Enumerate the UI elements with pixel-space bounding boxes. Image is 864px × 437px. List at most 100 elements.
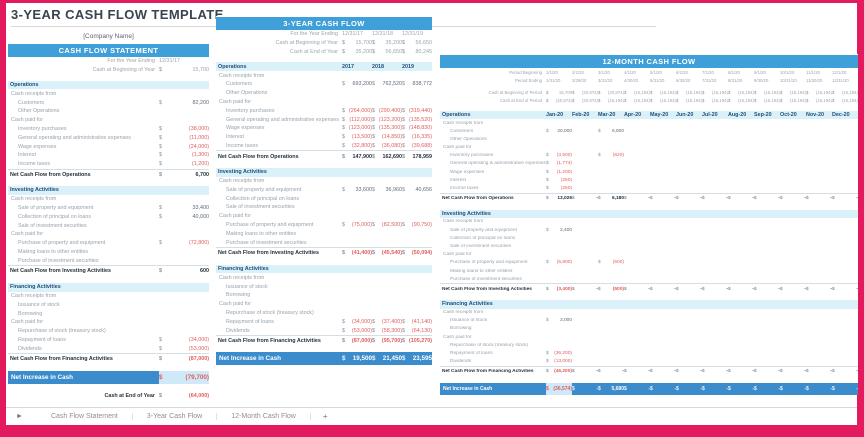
item-row[interactable]: General operating and administrative exp… <box>216 115 432 124</box>
value-cell[interactable]: $ - <box>572 287 598 292</box>
value-cell[interactable]: $ (32,800) <box>342 143 372 149</box>
item-row[interactable]: Other Operations <box>440 135 858 143</box>
statement-title-bar[interactable]: CASH FLOW STATEMENT <box>8 44 209 57</box>
value-cell[interactable]: $ (1,200) <box>159 161 209 167</box>
value-cell[interactable]: $ (58,300) <box>372 328 402 334</box>
value-cell[interactable]: $33,400 <box>159 205 209 211</box>
value-cell[interactable]: $40,656 <box>402 187 432 193</box>
value-cell[interactable]: $ - <box>728 196 754 201</box>
value-cell[interactable]: $162,690 <box>372 154 402 160</box>
item-row[interactable]: Inventory purchases $ (3,500) $ (620) <box>440 152 858 160</box>
value-cell[interactable]: $82,200 <box>159 100 209 106</box>
value-cell[interactable]: $ (123,200) <box>372 117 402 123</box>
item-row[interactable]: Sale of property and equipment $2,400 <box>440 226 858 234</box>
section-header[interactable]: Investing Activities <box>8 186 209 195</box>
value-cell[interactable]: $ (87,000) <box>342 338 372 344</box>
item-row[interactable]: Inventory purchases $ (38,000) <box>8 125 209 134</box>
value-cell[interactable]: $ (500) <box>598 260 624 265</box>
value-cell[interactable]: $2,400 <box>546 228 572 233</box>
sheet-tab[interactable]: 12-Month Cash Flow <box>217 413 311 420</box>
value-cell[interactable]: $ (64,000) <box>159 393 209 399</box>
value-cell[interactable]: 12/31/18 <box>372 31 402 37</box>
value-cell[interactable]: $ - <box>702 196 728 201</box>
value-cell[interactable]: 1/31/20 <box>546 78 572 83</box>
value-cell[interactable]: $ (15,194) <box>832 90 858 95</box>
value-cell[interactable]: 4/1/20 <box>624 70 650 75</box>
value-cell[interactable]: $ (500) <box>598 287 624 292</box>
section-header[interactable]: Operations <box>8 80 209 90</box>
item-row[interactable]: Repurchase of stock (treasury stock) <box>440 341 858 349</box>
value-cell[interactable]: $ - <box>832 287 858 292</box>
item-row[interactable]: Sale of investment securities <box>440 242 858 250</box>
value-cell[interactable]: $ (45,540) <box>372 250 402 256</box>
section-header[interactable]: Investing Activities <box>216 167 432 177</box>
value-cell[interactable]: $ - <box>624 196 650 201</box>
value-cell[interactable]: $ (20,874) <box>572 98 598 103</box>
pre-row[interactable]: Cash at End of Year $35,200 $56,650 $80,245 <box>216 48 432 57</box>
group-row[interactable]: Cash paid for <box>440 251 858 259</box>
value-cell[interactable]: $3,000 <box>546 318 572 323</box>
item-row[interactable]: Repurchase of stock (treasury stock) <box>216 309 432 318</box>
value-cell[interactable]: $ (20,874) <box>598 90 624 95</box>
item-row[interactable]: Sale of investment securities <box>216 203 432 212</box>
section-header[interactable]: Operations Jan-20 Feb-20 Mar-20 Apr-20 May-20… <box>440 110 858 119</box>
pre-row[interactable]: Period Ending 1/31/20 2/29/20 3/31/20 4/30/2… <box>440 76 858 84</box>
value-cell[interactable]: 12/31/17 <box>159 58 209 64</box>
total-row[interactable]: Net Cash Flow from Financing Activities $… <box>440 365 858 377</box>
value-cell[interactable]: $ (250) <box>546 178 572 183</box>
value-cell[interactable]: $ (87,000) <box>159 356 209 362</box>
value-cell[interactable]: $ (250) <box>546 186 572 191</box>
value-cell[interactable]: 8/31/20 <box>728 78 754 83</box>
item-row[interactable]: Interest $ (1,300) <box>8 151 209 160</box>
value-cell[interactable]: 10/31/20 <box>780 78 806 83</box>
value-cell[interactable]: $ (64,130) <box>402 328 432 334</box>
value-cell[interactable]: $600 <box>159 268 209 274</box>
value-cell[interactable]: $ (15,194) <box>806 98 832 103</box>
value-cell[interactable]: 12/1/20 <box>832 70 858 75</box>
item-row[interactable]: Repayment of loans $ (34,000) <box>8 336 209 345</box>
value-cell[interactable]: 11/1/20 <box>806 70 832 75</box>
value-cell[interactable]: $ - <box>832 383 858 395</box>
value-cell[interactable]: $ - <box>650 196 676 201</box>
section-header[interactable]: Investing Activities <box>440 209 858 218</box>
value-cell[interactable]: $ (15,194) <box>780 90 806 95</box>
value-cell[interactable]: $40,000 <box>159 214 209 220</box>
value-cell[interactable]: $33,600 <box>342 187 372 193</box>
value-cell[interactable]: $6,180 <box>598 196 624 201</box>
value-cell[interactable]: $ (36,200) <box>546 351 572 356</box>
value-cell[interactable]: $ (15,194) <box>702 90 728 95</box>
item-row[interactable]: Sale of property and equipment $33,600 $36… <box>216 185 432 194</box>
value-cell[interactable]: $ (20,874) <box>546 98 572 103</box>
value-cell[interactable]: $ - <box>754 369 780 374</box>
value-cell[interactable]: $693,200 <box>342 81 372 87</box>
value-cell[interactable]: $ (135,520) <box>402 117 432 123</box>
value-cell[interactable]: $ - <box>650 383 676 395</box>
statement-title-bar[interactable]: 12-MONTH CASH FLOW <box>440 55 858 68</box>
item-row[interactable]: Repayment of loans $ (34,000) $ (37,400) $ (41… <box>216 317 432 326</box>
post-row[interactable]: Cash at End of Year $ (64,000) <box>8 392 209 401</box>
value-cell[interactable]: $762,520 <box>372 81 402 87</box>
item-row[interactable]: Sale of property and equipment $33,400 <box>8 204 209 213</box>
item-row[interactable]: Sale of investment securities <box>8 221 209 230</box>
value-cell[interactable]: $ - <box>780 287 806 292</box>
statement-title-bar[interactable]: 3-YEAR CASH FLOW <box>216 17 432 30</box>
value-cell[interactable]: $ - <box>754 383 780 395</box>
value-cell[interactable]: $ (148,830) <box>402 125 432 131</box>
pre-row[interactable]: Period Beginning 1/1/20 2/1/20 3/1/20 4/1/20… <box>440 68 858 76</box>
value-cell[interactable]: $13,026 <box>546 196 572 201</box>
add-sheet-icon[interactable]: + <box>322 412 328 421</box>
value-cell[interactable]: $ - <box>832 196 858 201</box>
value-cell[interactable]: $ - <box>572 369 598 374</box>
value-cell[interactable]: $ - <box>676 287 702 292</box>
value-cell[interactable]: $ (112,000) <box>342 117 372 123</box>
value-cell[interactable]: 3/31/20 <box>598 78 624 83</box>
group-row[interactable]: Cash paid for <box>440 144 858 152</box>
value-cell[interactable]: $ - <box>754 287 780 292</box>
value-cell[interactable]: $ - <box>728 287 754 292</box>
total-row[interactable]: Net Cash Flow from Operations $147,900 $16… <box>216 150 432 162</box>
group-row[interactable]: Cash receipts from <box>216 177 432 186</box>
value-cell[interactable]: $ - <box>806 369 832 374</box>
value-cell[interactable]: $ (135,300) <box>372 125 402 131</box>
value-cell[interactable]: $ (75,000) <box>342 222 372 228</box>
value-cell[interactable]: $ - <box>728 369 754 374</box>
